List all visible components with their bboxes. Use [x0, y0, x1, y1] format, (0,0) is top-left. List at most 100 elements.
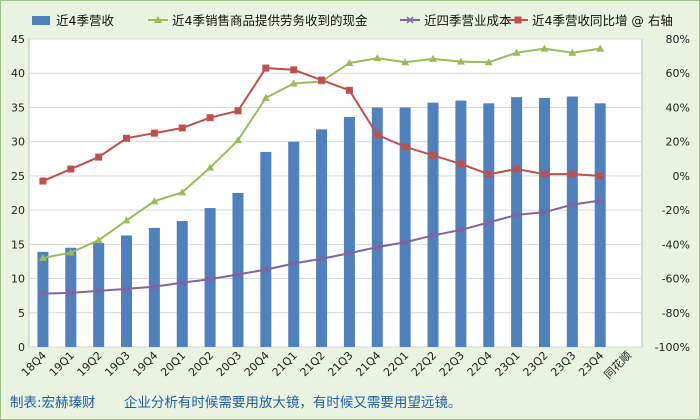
point-x: [150, 283, 158, 291]
right-tick-label: -60%: [662, 273, 690, 286]
point-square: [596, 172, 604, 180]
point-triangle: [345, 58, 354, 66]
bar-revenue: [316, 129, 328, 347]
point-x: [122, 285, 131, 293]
legend-marker-x: [406, 16, 414, 24]
point-triangle: [178, 188, 187, 196]
point-x: [234, 270, 242, 278]
left-tick-label: 15: [11, 238, 25, 251]
point-square: [234, 107, 242, 115]
left-tick-label: 40: [11, 67, 25, 80]
point-square: [401, 143, 409, 151]
point-x: [596, 196, 604, 205]
right-tick-label: 60%: [666, 67, 690, 80]
point-triangle: [429, 54, 438, 62]
left-tick-label: 0: [18, 341, 25, 354]
bar-revenue: [176, 221, 188, 347]
point-square: [429, 151, 437, 159]
bar-revenue: [121, 235, 133, 347]
line-series: [38, 44, 605, 298]
point-square: [318, 76, 326, 84]
point-square: [568, 170, 576, 178]
left-tick-label: 35: [11, 101, 25, 114]
footer-slogan: 企业分析有时候需要用放大镜，有时候又需要用望远镜。: [123, 395, 462, 411]
point-triangle: [122, 216, 131, 224]
legend-marker-square: [514, 16, 522, 24]
x-tick-label: 19Q4: [130, 349, 160, 379]
point-x: [95, 287, 103, 295]
point-x: [540, 208, 549, 216]
bar-revenue: [566, 96, 578, 347]
left-tick-label: 20: [11, 204, 25, 217]
point-x: [206, 275, 214, 283]
legend: 近4季营收 近4季销售商品提供劳务收到的现金 近四季营业成本 近4季营收同比增 @ 右…: [32, 13, 673, 28]
footer-credit: 制表:宏赫瑧财: [10, 395, 96, 411]
point-triangle: [484, 58, 493, 66]
left-tick-label: 45: [11, 33, 25, 46]
point-x: [39, 290, 47, 298]
point-triangle: [206, 163, 215, 171]
right-tick-label: -80%: [662, 307, 690, 320]
bar-revenue: [427, 102, 439, 347]
x-tick-label: 22Q4: [465, 349, 495, 379]
left-tick-label: 5: [18, 307, 25, 320]
right-tick-label: 80%: [666, 33, 690, 46]
x-tick-label: 20Q3: [214, 349, 244, 379]
bar-revenue: [93, 242, 105, 347]
point-triangle: [289, 79, 298, 87]
legend-label: 近4季营收: [56, 13, 114, 28]
x-tick-label: 23Q3: [548, 349, 578, 379]
point-square: [95, 153, 103, 161]
bar-revenue: [399, 107, 411, 347]
bar-revenue: [65, 247, 77, 347]
point-square: [39, 177, 47, 185]
point-square: [178, 124, 186, 132]
point-x: [345, 249, 353, 257]
footer: 制表:宏赫瑧财 企业分析有时候需要用放大镜，有时候又需要用望远镜。: [10, 391, 690, 411]
legend-label: 近4季营收同比增 @ 右轴: [532, 13, 673, 28]
point-square: [150, 129, 158, 137]
left-tick-label: 10: [11, 273, 25, 286]
bar-revenue: [538, 97, 550, 348]
x-tick-label: 21Q1: [270, 349, 300, 379]
legend-label: 近4季销售商品提供劳务收到的现金: [172, 13, 368, 28]
x-tick-label: 19Q2: [75, 349, 105, 379]
legend-marker-triangle: [154, 16, 162, 23]
point-triangle: [401, 58, 410, 66]
x-tick-label: 22Q2: [409, 349, 439, 379]
bar-revenue: [260, 151, 272, 347]
point-x: [513, 211, 521, 219]
point-triangle: [373, 54, 382, 62]
point-square: [67, 165, 75, 173]
bar-revenue: [455, 100, 467, 347]
right-tick-label: -20%: [662, 204, 690, 217]
bar-revenue: [37, 251, 49, 347]
point-triangle: [66, 248, 75, 256]
point-square: [206, 114, 214, 122]
bar-revenue: [594, 103, 606, 348]
x-tick-label: 21Q2: [298, 349, 328, 379]
x-tick-label: 22Q3: [437, 349, 467, 379]
x-tick-label: 21Q3: [325, 349, 355, 379]
point-x: [457, 226, 465, 234]
right-tick-label: -40%: [662, 238, 690, 251]
x-tick-label: 23Q1: [493, 349, 523, 379]
right-tick-label: 20%: [666, 136, 690, 149]
point-triangle: [261, 93, 270, 101]
point-triangle: [456, 57, 465, 65]
point-square: [513, 165, 521, 173]
point-square: [262, 64, 270, 72]
point-triangle: [540, 44, 549, 52]
legend-label: 近四季营业成本: [424, 13, 512, 28]
right-tick-label: -100%: [655, 341, 690, 354]
x-tick-label: 23Q2: [520, 349, 550, 379]
point-square: [345, 86, 353, 94]
x-tick-label: 19Q1: [47, 349, 77, 379]
x-tick-label: 20Q4: [242, 349, 272, 379]
point-x: [262, 266, 270, 274]
point-x: [373, 243, 381, 251]
left-axis-ticks: 0 5 10 15 20 25 30 35 40 45: [11, 33, 25, 354]
right-axis-ticks: -100% -80% -60% -40% -20% 0% 20% 40% 60% 80%: [655, 33, 690, 354]
x-tick-label: 23Q4: [576, 349, 606, 379]
